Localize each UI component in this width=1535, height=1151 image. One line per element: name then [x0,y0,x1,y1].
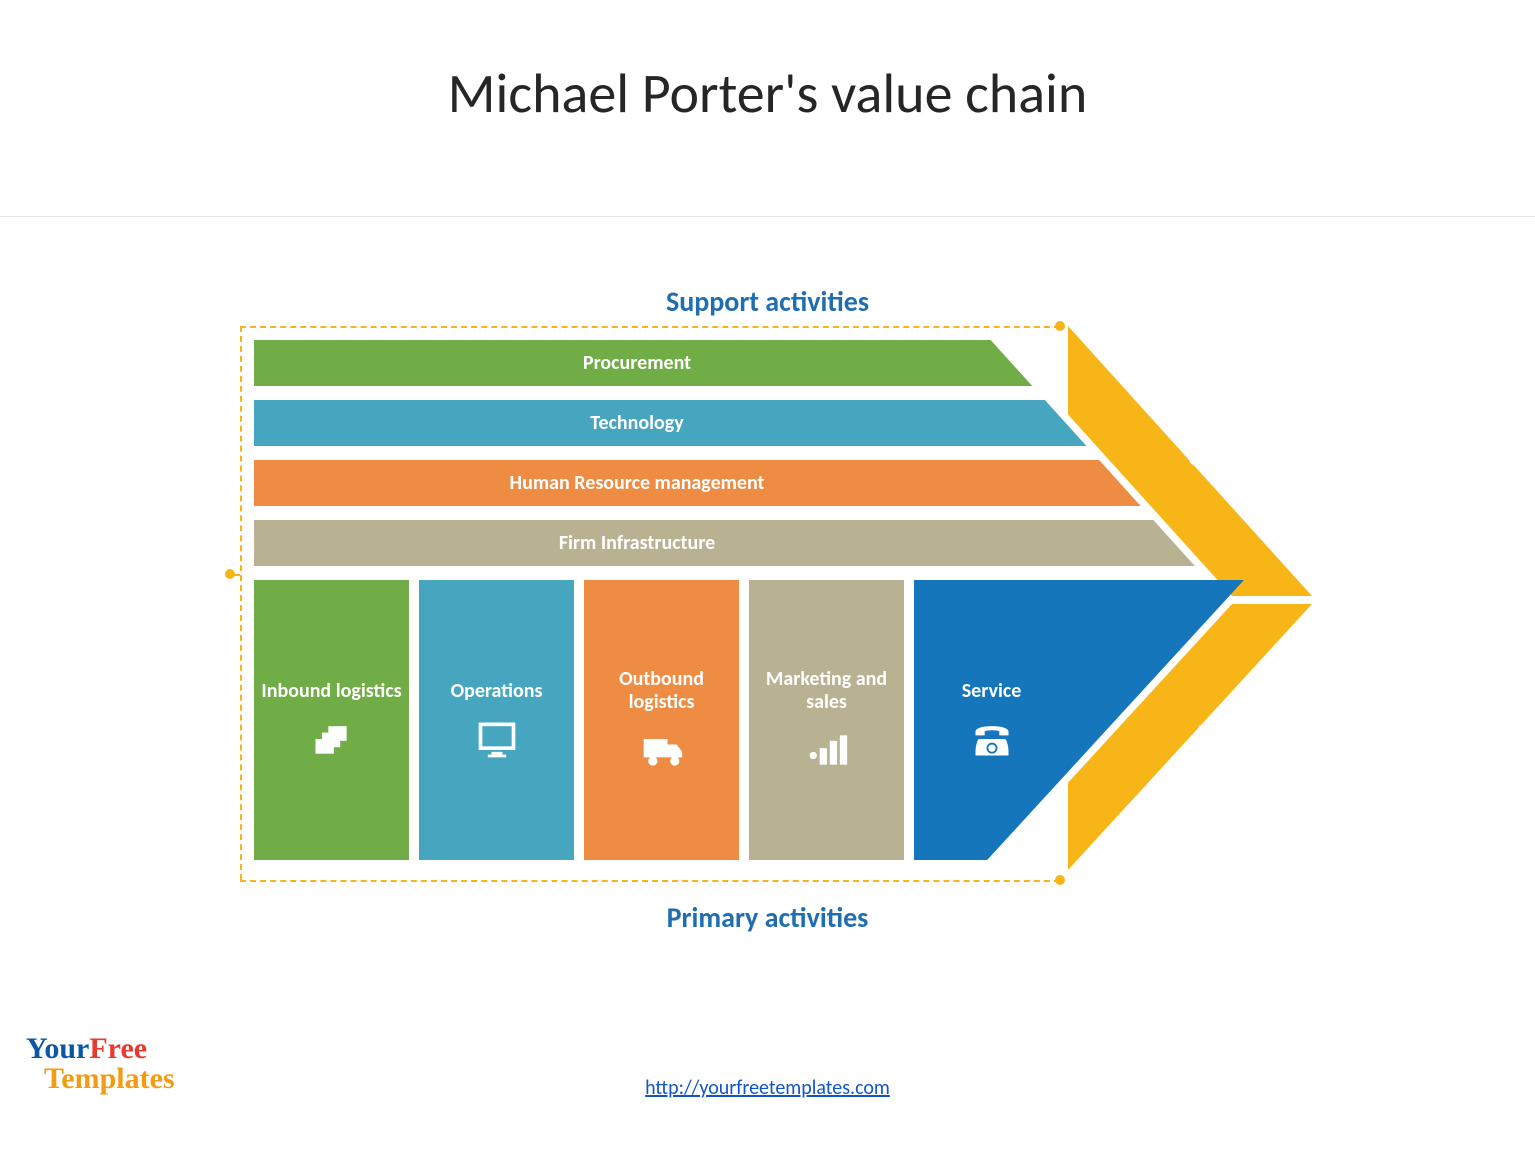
monitor-icon [475,717,519,761]
logo-plates: plates [100,1062,175,1095]
primary-box-2: Outbound logistics [584,580,739,860]
primary-box-1: Operations [419,580,574,860]
logo-your: Your [26,1032,89,1065]
stack-icon [310,717,354,761]
primary-box-label-2: Outbound logistics [584,668,739,714]
logo-free: Free [89,1032,147,1065]
support-bar-label-3: Firm Infrastructure [254,531,1020,555]
primary-box-label-4: Service [914,680,1069,703]
logo-tem: Tem [44,1062,100,1095]
logo: YourFree Templates [26,1034,175,1094]
support-bar-label-0: Procurement [254,351,1020,375]
primary-box-label-0: Inbound logistics [254,680,409,703]
source-link[interactable]: http://yourfreetemplates.com [0,1076,1535,1100]
truck-icon [640,728,684,772]
primary-box-label-3: Marketing and sales [749,668,904,714]
phone-icon [970,717,1014,761]
support-bar-label-2: Human Resource management [254,471,1020,495]
primary-box-0: Inbound logistics [254,580,409,860]
support-bar-label-1: Technology [254,411,1020,435]
support-bars-svg [0,0,1535,1151]
primary-box-label-1: Operations [419,680,574,703]
primary-box-3: Marketing and sales [749,580,904,860]
bar-chart-icon [805,728,849,772]
